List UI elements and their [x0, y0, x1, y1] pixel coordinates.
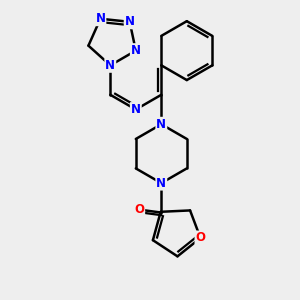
- Text: N: N: [156, 177, 166, 190]
- Text: N: N: [105, 59, 115, 72]
- Text: N: N: [131, 44, 141, 57]
- Text: O: O: [196, 232, 206, 244]
- Text: N: N: [131, 103, 141, 116]
- Text: O: O: [134, 203, 144, 216]
- Text: N: N: [125, 15, 135, 28]
- Text: N: N: [156, 118, 166, 131]
- Text: N: N: [95, 12, 105, 25]
